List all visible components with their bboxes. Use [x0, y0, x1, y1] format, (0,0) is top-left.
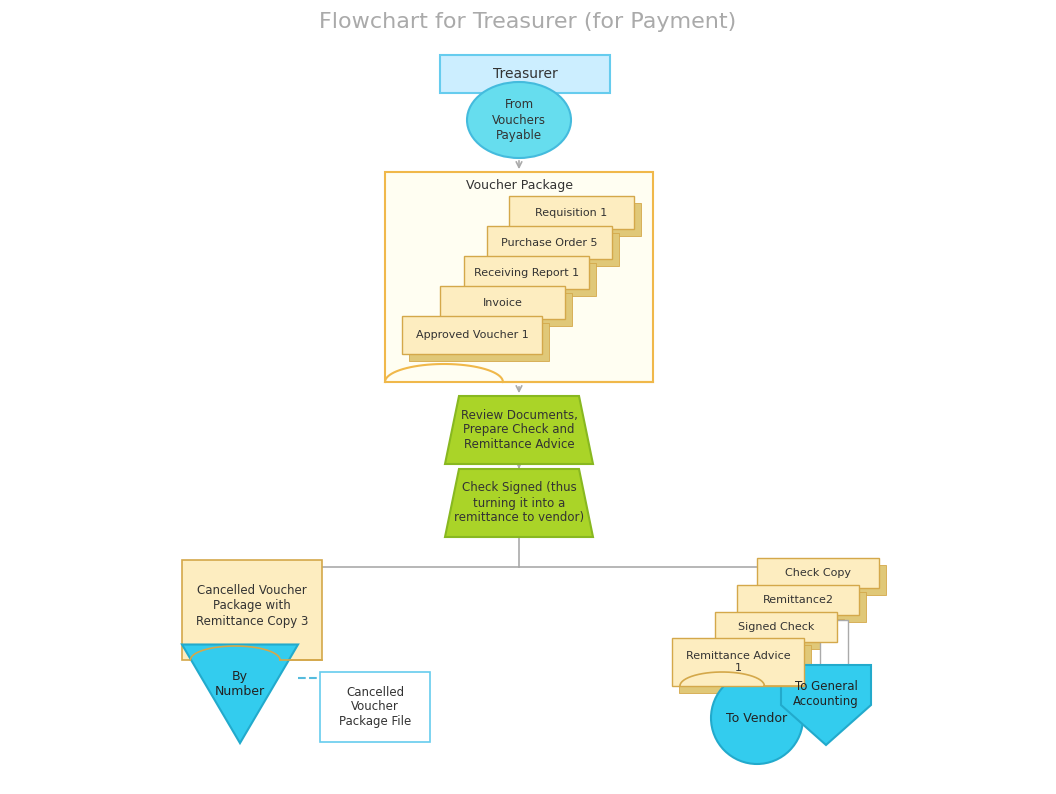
FancyBboxPatch shape	[679, 645, 811, 693]
Ellipse shape	[467, 82, 571, 158]
Text: From
Vouchers
Payable: From Vouchers Payable	[492, 98, 546, 141]
Text: Purchase Order 5: Purchase Order 5	[502, 237, 598, 248]
Text: Remittance Advice
1: Remittance Advice 1	[685, 651, 790, 673]
Text: Check Signed (thus
turning it into a
remittance to vendor): Check Signed (thus turning it into a rem…	[454, 481, 584, 525]
FancyBboxPatch shape	[763, 565, 886, 595]
Text: Cancelled
Voucher
Package File: Cancelled Voucher Package File	[339, 685, 411, 729]
Text: Cancelled Voucher
Package with
Remittance Copy 3: Cancelled Voucher Package with Remittanc…	[195, 584, 308, 627]
FancyBboxPatch shape	[494, 233, 619, 266]
FancyBboxPatch shape	[182, 560, 322, 660]
Text: To General
Accounting: To General Accounting	[793, 680, 859, 708]
FancyBboxPatch shape	[385, 172, 653, 382]
Polygon shape	[182, 645, 298, 743]
FancyBboxPatch shape	[821, 620, 848, 710]
FancyBboxPatch shape	[516, 203, 641, 236]
Text: Signed Check: Signed Check	[738, 622, 814, 632]
FancyBboxPatch shape	[737, 585, 859, 615]
Text: Invoice: Invoice	[483, 298, 523, 307]
FancyBboxPatch shape	[409, 323, 549, 361]
Text: Requisition 1: Requisition 1	[535, 207, 607, 218]
FancyBboxPatch shape	[509, 196, 634, 229]
FancyBboxPatch shape	[672, 638, 804, 686]
FancyBboxPatch shape	[402, 316, 542, 354]
Polygon shape	[781, 665, 871, 745]
Text: Review Documents,
Prepare Check and
Remittance Advice: Review Documents, Prepare Check and Remi…	[460, 408, 578, 452]
Polygon shape	[445, 396, 593, 464]
Text: Check Copy: Check Copy	[785, 568, 851, 578]
FancyBboxPatch shape	[464, 256, 589, 289]
FancyBboxPatch shape	[744, 592, 866, 622]
Text: Remittance2: Remittance2	[762, 595, 833, 605]
Polygon shape	[445, 469, 593, 537]
FancyBboxPatch shape	[471, 263, 596, 296]
Text: By
Number: By Number	[215, 670, 265, 698]
Text: Treasurer: Treasurer	[493, 67, 558, 81]
FancyBboxPatch shape	[715, 612, 837, 642]
FancyBboxPatch shape	[440, 286, 565, 319]
FancyBboxPatch shape	[722, 619, 844, 649]
FancyBboxPatch shape	[447, 293, 572, 326]
Text: Voucher Package: Voucher Package	[466, 179, 572, 192]
Ellipse shape	[711, 672, 803, 764]
Text: Flowchart for Treasurer (for Payment): Flowchart for Treasurer (for Payment)	[319, 12, 737, 32]
Text: Approved Voucher 1: Approved Voucher 1	[416, 330, 528, 340]
FancyBboxPatch shape	[440, 55, 610, 93]
FancyBboxPatch shape	[757, 558, 879, 588]
Text: To Vendor: To Vendor	[727, 711, 788, 724]
FancyBboxPatch shape	[320, 672, 430, 742]
Text: Receiving Report 1: Receiving Report 1	[474, 268, 579, 277]
FancyBboxPatch shape	[487, 226, 612, 259]
